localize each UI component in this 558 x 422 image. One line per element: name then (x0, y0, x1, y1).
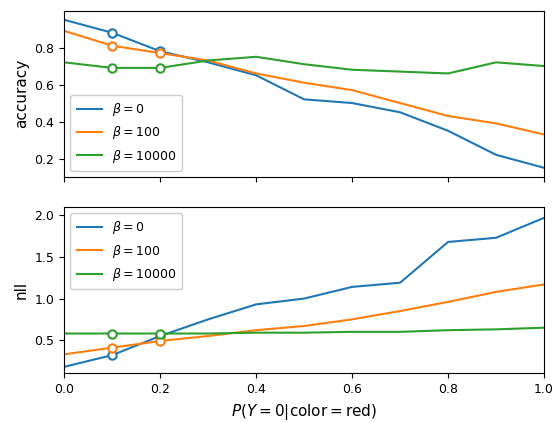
$\beta = 10000$ (349, 329, 355, 334)
$\beta = 100$ (541, 132, 547, 137)
$\beta = 10000$ (493, 327, 499, 332)
$\beta = 0$ (157, 49, 163, 54)
$\beta = 100$ (301, 80, 307, 85)
$\beta = 100$ (109, 345, 116, 350)
X-axis label: $P(Y = 0|\mathrm{color} = \mathrm{red})$: $P(Y = 0|\mathrm{color} = \mathrm{red})$ (231, 402, 377, 422)
$\beta = 0$ (157, 333, 163, 338)
$\beta = 10000$ (397, 329, 403, 334)
$\beta = 0$ (493, 235, 499, 240)
$\beta = 100$ (349, 87, 355, 92)
$\beta = 10000$ (157, 331, 163, 336)
$\beta = 10000$ (301, 330, 307, 335)
$\beta = 10000$ (493, 60, 499, 65)
$\beta = 0$ (349, 284, 355, 289)
$\beta = 100$ (445, 299, 451, 304)
$\beta = 0$ (61, 364, 68, 369)
$\beta = 100$ (157, 338, 163, 344)
$\beta = 0$ (541, 215, 547, 220)
$\beta = 0$ (397, 110, 403, 115)
$\beta = 0$ (205, 60, 211, 65)
$\beta = 100$ (493, 289, 499, 295)
$\beta = 100$ (205, 58, 211, 63)
$\beta = 10000$ (301, 62, 307, 67)
$\beta = 100$ (61, 28, 68, 33)
$\beta = 10000$ (541, 63, 547, 68)
$\beta = 100$ (61, 352, 68, 357)
$\beta = 10000$ (109, 331, 116, 336)
$\beta = 100$ (301, 324, 307, 329)
$\beta = 100$ (397, 308, 403, 314)
Line: $\beta = 0$: $\beta = 0$ (64, 218, 544, 367)
$\beta = 100$ (445, 114, 451, 119)
$\beta = 100$ (397, 100, 403, 106)
$\beta = 100$ (253, 327, 259, 333)
$\beta = 100$ (493, 121, 499, 126)
$\beta = 10000$ (541, 325, 547, 330)
Y-axis label: accuracy: accuracy (14, 59, 29, 128)
$\beta = 10000$ (61, 331, 68, 336)
$\beta = 10000$ (205, 331, 211, 336)
$\beta = 10000$ (109, 65, 116, 70)
$\beta = 0$ (493, 152, 499, 157)
$\beta = 100$ (109, 43, 116, 48)
$\beta = 10000$ (445, 327, 451, 333)
$\beta = 10000$ (445, 71, 451, 76)
$\beta = 0$ (445, 128, 451, 133)
$\beta = 10000$ (253, 330, 259, 335)
$\beta = 100$ (349, 317, 355, 322)
$\beta = 100$ (205, 333, 211, 338)
$\beta = 100$ (157, 51, 163, 56)
$\beta = 10000$ (61, 60, 68, 65)
Legend: $\beta = 0$, $\beta = 100$, $\beta = 10000$: $\beta = 0$, $\beta = 100$, $\beta = 100… (70, 95, 182, 171)
$\beta = 0$ (109, 353, 116, 358)
Legend: $\beta = 0$, $\beta = 100$, $\beta = 10000$: $\beta = 0$, $\beta = 100$, $\beta = 100… (70, 213, 182, 289)
Line: $\beta = 10000$: $\beta = 10000$ (64, 328, 544, 333)
$\beta = 10000$ (397, 69, 403, 74)
$\beta = 0$ (301, 296, 307, 301)
$\beta = 100$ (253, 71, 259, 76)
Line: $\beta = 100$: $\beta = 100$ (64, 31, 544, 135)
$\beta = 10000$ (205, 58, 211, 63)
$\beta = 0$ (61, 17, 68, 22)
$\beta = 100$ (541, 282, 547, 287)
$\beta = 0$ (253, 73, 259, 78)
$\beta = 0$ (349, 100, 355, 106)
$\beta = 0$ (397, 280, 403, 285)
Line: $\beta = 100$: $\beta = 100$ (64, 284, 544, 354)
$\beta = 10000$ (157, 65, 163, 70)
$\beta = 0$ (253, 302, 259, 307)
Line: $\beta = 0$: $\beta = 0$ (64, 20, 544, 168)
$\beta = 10000$ (253, 54, 259, 60)
$\beta = 0$ (301, 97, 307, 102)
Line: $\beta = 10000$: $\beta = 10000$ (64, 57, 544, 73)
$\beta = 0$ (205, 317, 211, 322)
$\beta = 0$ (445, 239, 451, 244)
Y-axis label: nll: nll (14, 281, 29, 299)
$\beta = 10000$ (349, 67, 355, 72)
$\beta = 0$ (109, 30, 116, 35)
$\beta = 0$ (541, 165, 547, 170)
